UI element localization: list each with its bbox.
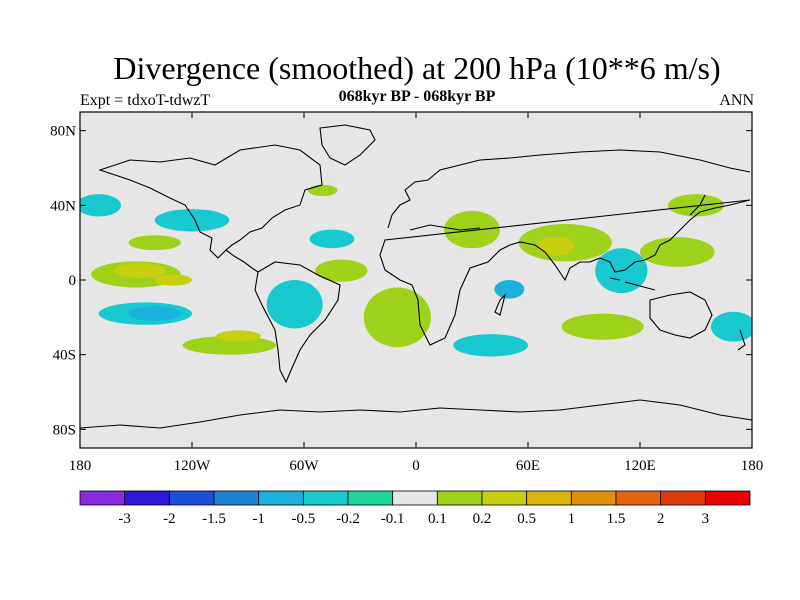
divergence-region <box>216 330 262 342</box>
divergence-region <box>668 194 724 217</box>
colorbar-label: -3 <box>118 511 131 527</box>
coastlines <box>80 124 752 429</box>
colorbar-swatch <box>526 490 572 506</box>
season-label: ANN <box>719 92 754 109</box>
colorbar-swatch <box>124 490 170 506</box>
divergence-region <box>710 311 752 342</box>
colorbar-label: 3 <box>702 511 710 527</box>
lat-tick-label: 0 <box>69 273 77 289</box>
experiment-label: Expt = tdxoT-tdwzT <box>80 92 211 109</box>
colorbar-swatch <box>481 490 528 506</box>
colorbar-swatch <box>615 490 662 506</box>
colorbar-swatch <box>704 490 751 506</box>
colorbar-swatch <box>347 490 394 506</box>
colorbar-label: 1.5 <box>607 511 626 527</box>
divergence-region <box>537 237 575 256</box>
lat-tick-label: 80S <box>53 422 76 438</box>
lon-tick-label: 120E <box>624 458 656 474</box>
divergence-region <box>154 274 192 286</box>
colorbar-label: 1 <box>568 511 576 527</box>
divergence-region <box>494 280 525 299</box>
colorbar-label: -2 <box>163 511 176 527</box>
divergence-region <box>113 263 166 279</box>
divergence-regions <box>80 184 752 357</box>
divergence-region <box>315 259 368 282</box>
colorbar-swatch <box>168 490 215 506</box>
divergence-region <box>128 235 181 251</box>
colorbar-swatch <box>436 490 483 506</box>
lon-tick-label: 180 <box>69 458 92 474</box>
lon-tick-label: 0 <box>412 458 420 474</box>
period-label: 068kyr BP - 068kyr BP <box>338 88 496 105</box>
map-ticks: 80N 40N 0 40S 80S 180 120W 60W 0 60E 120E 180 <box>50 112 763 474</box>
colorbar-label: -0.2 <box>336 511 360 527</box>
colorbar-label: 0.5 <box>517 511 536 527</box>
colorbar-label: 0.1 <box>428 511 447 527</box>
colorbar-swatch <box>213 490 260 506</box>
colorbar-label: 0.2 <box>473 511 492 527</box>
colorbar-label: -0.1 <box>381 511 405 527</box>
colorbar-swatch <box>79 490 126 506</box>
lon-tick-label: 120W <box>174 458 212 474</box>
colorbar-swatch <box>660 490 706 506</box>
colorbar-label: -0.5 <box>291 511 315 527</box>
divergence-region <box>453 334 528 357</box>
plot-title: Divergence (smoothed) at 200 hPa (10**6 … <box>113 50 721 86</box>
divergence-region <box>154 209 230 232</box>
divergence-region <box>128 306 181 322</box>
divergence-region <box>80 194 122 217</box>
colorbar: -3 -2 -1.5 -1 -0.5 -0.2 -0.1 0.1 0.2 0.5 1 1.5 2 3 <box>79 490 751 527</box>
divergence-region <box>444 210 500 249</box>
lat-tick-label: 40N <box>50 198 76 214</box>
divergence-region <box>363 287 431 348</box>
colorbar-swatch <box>258 490 304 506</box>
divergence-region <box>640 237 715 267</box>
divergence-region <box>309 229 355 249</box>
colorbar-label: 2 <box>657 511 665 527</box>
colorbar-label: -1 <box>252 511 265 527</box>
colorbar-label: -1.5 <box>202 511 226 527</box>
divergence-region <box>307 184 338 196</box>
lat-tick-label: 40S <box>53 348 76 364</box>
lat-tick-label: 80N <box>50 124 76 140</box>
colorbar-swatch <box>570 490 617 506</box>
divergence-region <box>561 313 644 340</box>
lon-tick-label: 60W <box>289 458 319 474</box>
divergence-region <box>266 280 323 329</box>
lon-tick-label: 180 <box>741 458 764 474</box>
divergence-region <box>182 336 276 355</box>
colorbar-swatch <box>302 490 349 506</box>
lon-tick-label: 60E <box>516 458 540 474</box>
colorbar-swatch <box>392 490 438 506</box>
